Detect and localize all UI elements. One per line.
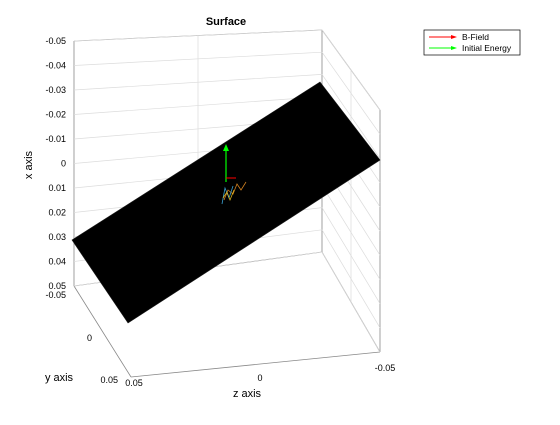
y-tick-label: 0	[87, 333, 92, 343]
y-tick-labels: -0.05 0 0.05	[45, 290, 118, 385]
z-tick-label: 0	[257, 373, 262, 383]
x-tick-label: 0.02	[48, 208, 66, 218]
z-tick-label: 0.05	[125, 378, 143, 388]
surface-plane	[72, 82, 380, 323]
x-axis-label: x axis	[23, 150, 35, 179]
y-axis-label: y axis	[45, 372, 74, 384]
legend-label-initial-energy: Initial Energy	[462, 43, 512, 53]
x-tick-label: 0.03	[48, 232, 66, 242]
z-tick-label: -0.05	[375, 363, 396, 373]
x-tick-label: 0.01	[48, 183, 66, 193]
y-tick-label: 0.05	[100, 375, 118, 385]
legend-label-b-field: B-Field	[462, 32, 489, 42]
x-tick-label: -0.05	[45, 36, 66, 46]
x-tick-label: 0	[61, 159, 66, 169]
x-tick-label: -0.01	[45, 134, 66, 144]
box-edge	[131, 352, 380, 377]
x-tick-label: 0.04	[48, 257, 66, 267]
x-tick-labels: -0.05 -0.04 -0.03 -0.02 -0.01 0 0.01 0.02 0.03 0.…	[45, 36, 66, 291]
x-tick-label: -0.02	[45, 110, 66, 120]
x-tick-label: -0.04	[45, 61, 66, 71]
legend: B-Field Initial Energy	[424, 30, 520, 55]
x-tick-label: -0.03	[45, 85, 66, 95]
chart-title: Surface	[206, 16, 246, 28]
z-axis-label: z axis	[233, 388, 262, 400]
y-tick-label: -0.05	[45, 290, 66, 300]
z-tick-labels: 0.05 0 -0.05	[125, 363, 395, 388]
